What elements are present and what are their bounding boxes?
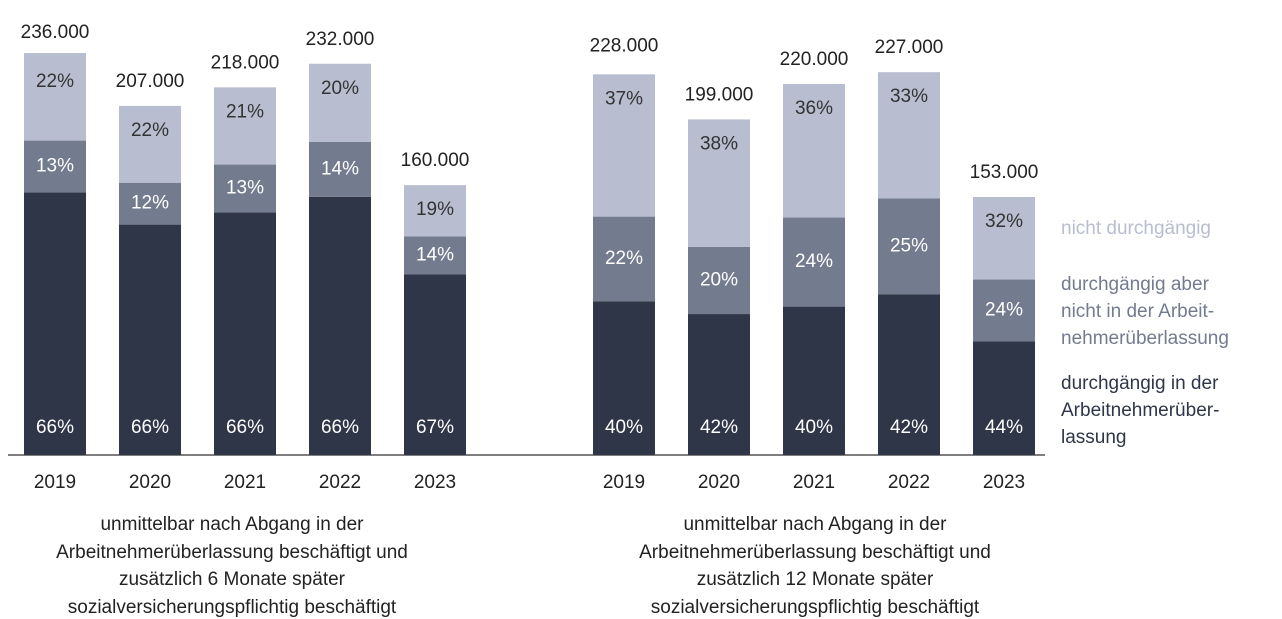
bar-segment [593, 74, 655, 217]
bar-segment [783, 217, 845, 307]
x-tick-label: 2022 [319, 472, 361, 493]
bar-segment [214, 164, 276, 213]
bar-segment [119, 224, 181, 455]
segment-label: 66% [226, 417, 264, 438]
segment-label: 33% [890, 86, 928, 107]
total-label: 218.000 [211, 52, 280, 73]
segment-label: 13% [36, 155, 74, 176]
bar-segment [24, 192, 86, 455]
bar-segment [593, 301, 655, 455]
total-label: 199.000 [685, 84, 754, 105]
bar-segment [878, 72, 940, 199]
bar-segment [404, 185, 466, 237]
x-tick-label: 2023 [983, 472, 1025, 493]
segment-label: 22% [605, 248, 643, 269]
legend-entry: durchgängig aber nicht in der Arbeit- ne… [1061, 274, 1229, 349]
x-tick-label: 2020 [698, 472, 740, 493]
segment-label: 24% [795, 251, 833, 272]
segment-label: 42% [700, 417, 738, 438]
bar-segment [24, 53, 86, 141]
total-label: 153.000 [970, 162, 1039, 183]
x-tick-label: 2021 [224, 472, 266, 493]
segment-label: 66% [36, 417, 74, 438]
bar-segment [404, 236, 466, 275]
bar-segment [309, 63, 371, 142]
bar-segment [214, 87, 276, 165]
bar-segment [309, 141, 371, 197]
segment-label: 37% [605, 88, 643, 109]
total-label: 232.000 [306, 29, 375, 50]
segment-label: 25% [890, 235, 928, 256]
bar-segment [119, 182, 181, 225]
legend-entry: durchgängig in der Arbeitnehmerüber- las… [1061, 373, 1220, 448]
segment-label: 36% [795, 98, 833, 119]
segment-label: 40% [795, 417, 833, 438]
legend-entry: nicht durchgängig [1061, 218, 1211, 239]
total-label: 207.000 [116, 71, 185, 92]
segment-label: 66% [131, 417, 169, 438]
segment-label: 44% [985, 417, 1023, 438]
segment-label: 66% [321, 417, 359, 438]
bar-segment [309, 196, 371, 455]
segment-label: 22% [131, 120, 169, 141]
segment-label: 12% [131, 193, 169, 214]
bar-segment [973, 341, 1035, 455]
total-label: 236.000 [21, 22, 90, 43]
bar-segment [783, 306, 845, 455]
caption: unmittelbar nach Abgang in der Arbeitneh… [639, 514, 991, 618]
total-label: 220.000 [780, 49, 849, 70]
bar-segment [878, 294, 940, 455]
segment-label: 38% [700, 133, 738, 154]
segment-label: 32% [985, 211, 1023, 232]
segment-label: 13% [226, 177, 264, 198]
x-tick-label: 2021 [793, 472, 835, 493]
segment-label: 67% [416, 417, 454, 438]
bar-segment [688, 119, 750, 247]
bar-segment [688, 314, 750, 455]
x-tick-label: 2022 [888, 472, 930, 493]
bar-segment [119, 105, 181, 183]
x-tick-label: 2020 [129, 472, 171, 493]
segment-label: 24% [985, 300, 1023, 321]
segment-label: 14% [416, 244, 454, 265]
bar-segment [973, 196, 1035, 280]
bar-segment [404, 274, 466, 455]
x-tick-label: 2019 [603, 472, 645, 493]
x-tick-label: 2019 [34, 472, 76, 493]
bar-segment [783, 83, 845, 218]
bar-segment [593, 216, 655, 302]
segment-label: 20% [321, 78, 359, 99]
segment-label: 19% [416, 199, 454, 220]
segment-label: 42% [890, 417, 928, 438]
total-label: 228.000 [590, 36, 659, 57]
bar-segment [214, 212, 276, 455]
bar-segment [973, 279, 1035, 342]
bar-segment [24, 140, 86, 193]
bar-segment [688, 246, 750, 315]
segment-label: 20% [700, 270, 738, 291]
caption: unmittelbar nach Abgang in der Arbeitneh… [56, 514, 408, 618]
segment-label: 14% [321, 158, 359, 179]
total-label: 227.000 [875, 37, 944, 58]
segment-label: 21% [226, 101, 264, 122]
total-label: 160.000 [401, 150, 470, 171]
x-tick-label: 2023 [414, 472, 456, 493]
segment-label: 22% [36, 71, 74, 92]
segment-label: 40% [605, 417, 643, 438]
bar-segment [878, 198, 940, 295]
